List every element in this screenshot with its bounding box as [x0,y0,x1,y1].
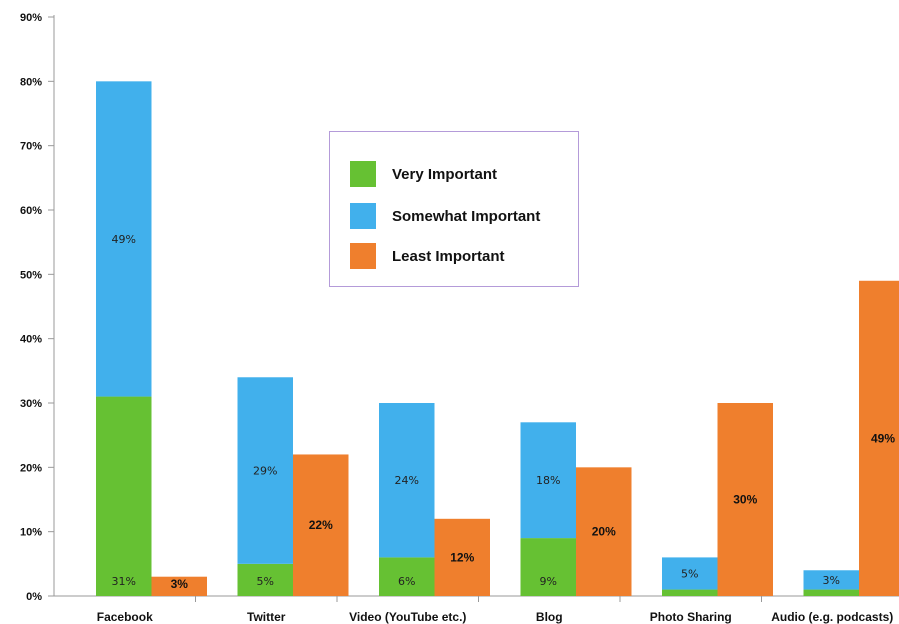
bar-somewhat-important-video-youtube-etc [379,403,435,558]
legend-swatch-somewhat-important [350,203,376,229]
bar-very-important-facebook [96,396,152,596]
bar-very-important-twitter [237,563,293,596]
bar-least-important-photo-sharing [717,403,773,596]
category-label-audio-e-g-podcasts: Audio (e.g. podcasts) [771,610,893,624]
bar-least-important-video-youtube-etc [434,518,490,596]
y-tick-label: 30% [20,398,42,410]
data-label-somewhat-important-blog: 18% [536,474,560,487]
legend: Very Important Somewhat Important Least … [329,131,579,287]
data-label-very-important-blog: 9% [540,575,557,588]
category-label-photo-sharing: Photo Sharing [650,610,732,624]
bar-very-important-video-youtube-etc [379,557,435,596]
y-tick-label: 10% [20,527,42,539]
y-tick-label: 80% [20,76,42,88]
bar-very-important-photo-sharing [662,589,718,596]
category-label-twitter: Twitter [247,610,286,624]
category-label-video-youtube-etc: Video (YouTube etc.) [349,610,466,624]
y-tick-label: 70% [20,141,42,153]
data-label-somewhat-important-audio-e-g-podcasts: 3% [823,574,840,587]
bar-least-important-twitter [293,454,349,596]
data-label-somewhat-important-facebook: 49% [112,233,136,246]
legend-item-very-important: Very Important [350,161,497,187]
legend-label-very-important: Very Important [392,165,498,183]
data-label-least-important-blog: 20% [592,525,616,539]
data-label-somewhat-important-photo-sharing: 5% [681,567,698,580]
bar-somewhat-important-photo-sharing [662,557,718,590]
data-label-least-important-twitter: 22% [309,518,333,532]
bar-somewhat-important-twitter [237,377,293,564]
legend-item-least-important: Least Important [350,243,505,269]
legend-label-somewhat-important: Somewhat Important [392,207,541,225]
legend-label-least-important: Least Important [392,247,505,265]
bar-somewhat-important-facebook [96,81,152,397]
bar-very-important-audio-e-g-podcasts [803,589,859,596]
legend-swatch-least-important [350,243,376,269]
y-tick-label: 20% [20,462,42,474]
legend-item-somewhat-important: Somewhat Important [350,203,540,229]
y-tick-label: 0% [26,591,42,603]
y-tick-label: 90% [20,12,42,24]
y-tick-label: 50% [20,269,42,281]
y-tick-label: 60% [20,205,42,217]
legend-swatch-very-important [350,161,376,187]
data-label-somewhat-important-video-youtube-etc: 24% [395,474,419,487]
data-label-least-important-audio-e-g-podcasts: 49% [871,431,895,445]
data-label-very-important-facebook: 31% [112,575,136,588]
data-label-least-important-video-youtube-etc: 12% [450,550,474,564]
data-label-very-important-twitter: 5% [257,575,274,588]
data-label-least-important-photo-sharing: 30% [733,493,757,507]
category-label-facebook: Facebook [97,610,153,624]
y-tick-label: 40% [20,334,42,346]
data-label-very-important-video-youtube-etc: 6% [398,575,415,588]
bar-somewhat-important-blog [520,422,576,539]
bar-least-important-audio-e-g-podcasts [859,280,899,596]
data-label-least-important-facebook: 3% [171,577,189,591]
bar-least-important-blog [576,467,632,596]
data-label-somewhat-important-twitter: 29% [253,465,277,478]
bar-somewhat-important-audio-e-g-podcasts [803,570,859,590]
bar-very-important-blog [520,538,576,596]
category-label-blog: Blog [536,610,563,624]
bar-least-important-facebook [151,576,207,596]
